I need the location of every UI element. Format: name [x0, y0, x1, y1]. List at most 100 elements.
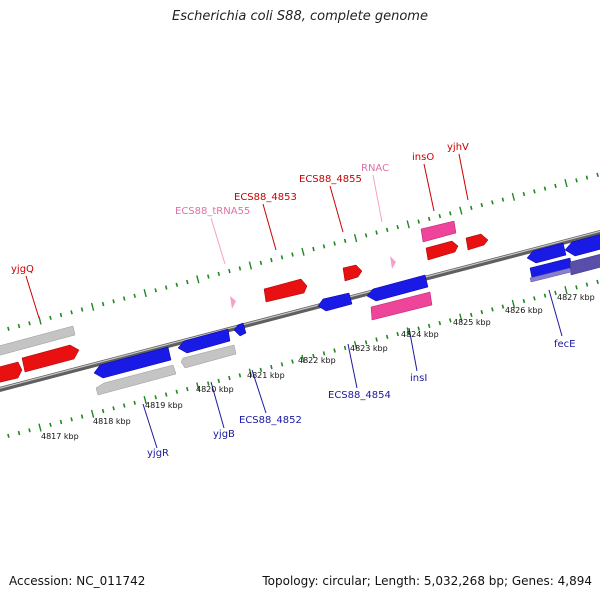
inner-tick	[543, 293, 547, 298]
outer-tick	[143, 289, 147, 298]
inner-tick	[38, 423, 42, 432]
gene-label-ecs88-4853[interactable]: ECS88_4853	[234, 192, 297, 203]
inner-tick	[7, 433, 10, 438]
gene-arrow-insi[interactable]	[370, 291, 433, 321]
inner-tick	[270, 364, 273, 370]
outer-tick	[17, 323, 21, 329]
leader-insi	[408, 327, 418, 372]
gene-label-insi[interactable]: insI	[410, 373, 427, 384]
gene-label-yjgq[interactable]: yjgQ	[11, 264, 34, 275]
gene-features	[0, 220, 600, 396]
gene-arrow-ecs88-4853[interactable]	[263, 278, 308, 303]
gene-arrow-yjgQ-upper[interactable]	[0, 325, 76, 356]
inner-tick	[280, 362, 284, 367]
inner-tick	[143, 396, 147, 405]
multi-arrow-fece[interactable]	[569, 253, 600, 276]
inner-tick	[164, 392, 168, 397]
outer-tick	[596, 172, 599, 177]
outer-tick	[575, 178, 578, 183]
tick-label-4819: 4819 kbp	[145, 401, 183, 410]
outer-tick	[280, 255, 284, 260]
outer-tick	[228, 268, 231, 274]
tick-label-4818: 4818 kbp	[93, 417, 131, 426]
outer-tick	[133, 293, 136, 298]
gene-arrow-yjgr[interactable]	[93, 346, 172, 379]
inner-tick	[575, 285, 578, 290]
gene-label-rnac[interactable]: RNAC	[361, 163, 389, 174]
inner-tick	[491, 307, 494, 312]
gene-arrow-yjhv[interactable]	[465, 233, 489, 251]
gene-label-ecs88-4854[interactable]: ECS88_4854	[328, 390, 391, 401]
outer-tick	[449, 211, 452, 216]
leader-yjgq	[25, 275, 40, 319]
pseudo-arrow-yjgr[interactable]	[95, 364, 177, 396]
outer-tick	[501, 197, 505, 202]
gene-arrow-insi-upper[interactable]	[366, 274, 429, 302]
gene-label-inso[interactable]: insO	[412, 152, 434, 163]
inner-tick	[122, 403, 126, 408]
outer-tick	[438, 213, 442, 219]
leader-ecs88-4852	[251, 369, 267, 414]
trna-marker-ecs88-trna55[interactable]	[230, 296, 236, 309]
tick-label-4820: 4820 kbp	[196, 385, 234, 394]
genome-summary-label: Topology: circular; Length: 5,032,268 bp…	[262, 574, 592, 588]
inner-tick-track	[7, 279, 599, 438]
outer-tick	[238, 266, 242, 271]
outer-tick	[564, 179, 568, 188]
gene-arrow-red-left[interactable]	[0, 361, 23, 383]
label-leaders	[25, 153, 563, 449]
outer-tick	[396, 224, 399, 230]
inner-tick	[28, 428, 31, 433]
gene-label-yjgr[interactable]: yjgR	[147, 448, 169, 459]
outer-tick	[101, 301, 105, 307]
outer-tick	[80, 307, 84, 312]
outer-tick	[364, 233, 368, 238]
outer-tick	[291, 252, 294, 257]
outer-tick	[427, 216, 431, 221]
leader-fece	[548, 289, 563, 337]
leader-inso	[423, 163, 435, 212]
inner-tick	[228, 375, 231, 381]
trna-marker-rnac[interactable]	[390, 256, 396, 269]
gene-arrow-ecs88-4852[interactable]	[233, 322, 247, 337]
inner-tick	[375, 337, 378, 342]
outer-tick	[217, 271, 221, 276]
gene-arrow-ecs88-4855[interactable]	[342, 264, 363, 282]
gene-arrow-fece-upper[interactable]	[526, 242, 567, 264]
gene-label-yjgb[interactable]: yjgB	[213, 429, 235, 440]
genome-backbone	[0, 230, 600, 392]
gene-arrow-yjgb[interactable]	[177, 328, 231, 354]
outer-tick	[207, 274, 210, 279]
gene-arrow-inso-upper[interactable]	[420, 220, 457, 243]
outer-tick	[186, 279, 189, 285]
outer-tick	[375, 230, 378, 235]
gene-label-ecs88-4852[interactable]: ECS88_4852	[239, 415, 302, 426]
gene-label-ecs88-4855[interactable]: ECS88_4855	[299, 174, 362, 185]
inner-tick	[238, 373, 242, 378]
outer-tick	[270, 257, 273, 263]
gene-label-yjhv[interactable]: yjhV	[447, 142, 469, 153]
inner-tick	[406, 327, 410, 336]
gene-arrow-ecs88-4854[interactable]	[317, 292, 353, 312]
pseudo-arrow-yjgb[interactable]	[180, 344, 237, 369]
gene-arrow-yjgQ[interactable]	[21, 344, 80, 373]
outer-tick	[49, 315, 52, 320]
outer-tick	[59, 312, 63, 318]
leader-yjgb	[210, 381, 225, 429]
multi-arrow-fece-left[interactable]	[529, 267, 572, 283]
gene-arrow-fece[interactable]	[564, 234, 600, 257]
outer-tick	[353, 234, 358, 243]
inner-tick	[364, 340, 368, 345]
inner-tick	[322, 351, 326, 356]
gene-label-ecs88-trna55[interactable]: ECS88_tRNA55	[175, 206, 250, 217]
inner-tick	[49, 422, 52, 427]
inner-tick	[112, 406, 115, 411]
gene-label-fece[interactable]: fecE	[554, 339, 576, 350]
outer-tick	[122, 296, 126, 301]
outer-tick	[164, 285, 168, 290]
gene-arrow-inso[interactable]	[425, 240, 459, 261]
outer-tick	[406, 220, 410, 229]
outer-tick	[112, 299, 115, 304]
inner-tick	[259, 367, 263, 372]
